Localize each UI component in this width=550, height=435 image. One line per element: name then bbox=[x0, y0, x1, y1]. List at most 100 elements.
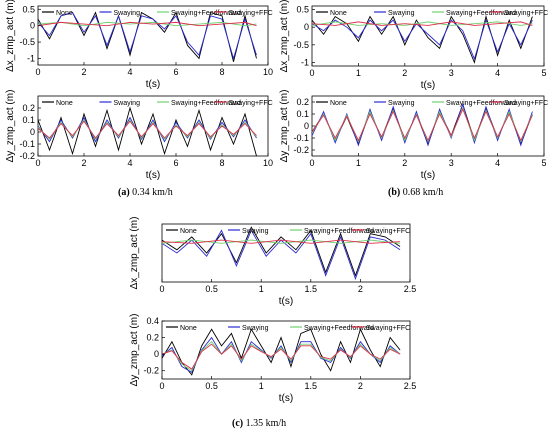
x-tick-label: 10 bbox=[263, 158, 273, 168]
x-axis-label: t(s) bbox=[146, 170, 160, 181]
x-tick-label: 2 bbox=[358, 381, 363, 391]
x-tick-label: 1 bbox=[259, 284, 264, 294]
y-tick-label: 0.1 bbox=[296, 109, 309, 119]
y-tick-label: 0.1 bbox=[22, 115, 35, 125]
y-axis-label: Δy_zmp_act (m) bbox=[129, 314, 140, 387]
chart-c-top: 0 0.5 1 1.5 2 2.5 t(s) Δx_zmp_act (m) None Swayin… bbox=[129, 217, 416, 307]
legend-label: Swaying bbox=[242, 228, 269, 235]
y-tick-label: 0 bbox=[30, 127, 35, 137]
caption-c: (c) 1.35 km/h bbox=[232, 418, 286, 429]
y-tick-label: 0.5 bbox=[22, 4, 35, 14]
caption-c-text: 1.35 km/h bbox=[243, 418, 287, 429]
legend: None Swaying Swaying+FeedforwardSwaying+FF… bbox=[316, 10, 548, 17]
series-group bbox=[38, 11, 257, 62]
x-tick-label: 2 bbox=[81, 158, 86, 168]
x-tick-label: 0.5 bbox=[205, 381, 218, 391]
legend-label: None bbox=[330, 10, 347, 17]
series-line-none bbox=[162, 226, 401, 277]
y-axis-label: Δx_zmp_act (m) bbox=[5, 0, 16, 72]
caption-a-text: 0.34 km/h bbox=[129, 187, 173, 198]
series-line-swaying-ffc bbox=[312, 21, 533, 26]
series-line-swaying-ffc bbox=[162, 343, 401, 370]
legend-label: Swaying+FFC bbox=[504, 10, 548, 17]
legend-label: Swaying+Feedforward bbox=[446, 10, 516, 17]
series-group bbox=[38, 106, 257, 156]
series-line-swaying bbox=[162, 336, 401, 374]
y-tick-label: 0.2 bbox=[146, 333, 159, 343]
legend-label: Swaying bbox=[114, 100, 141, 107]
y-tick-label: -0.2 bbox=[293, 145, 309, 155]
series-line-none bbox=[162, 328, 401, 376]
x-tick-label: 0 bbox=[159, 381, 164, 391]
x-tick-label: 2 bbox=[81, 67, 86, 77]
y-tick-label: 0.5 bbox=[296, 5, 309, 15]
legend: None Swaying Swaying+FeedforwardSwaying+FF… bbox=[42, 100, 273, 107]
series-group bbox=[162, 328, 401, 376]
x-tick-label: 6 bbox=[173, 158, 178, 168]
x-tick-label: 1 bbox=[356, 158, 361, 168]
x-axis-label: t(s) bbox=[421, 170, 435, 181]
x-tick-label: 4 bbox=[495, 158, 500, 168]
legend-label: Swaying bbox=[388, 100, 415, 107]
y-tick-label: 0.4 bbox=[146, 316, 159, 326]
caption-a-tag: (a) bbox=[118, 187, 130, 198]
x-tick-label: 5 bbox=[541, 68, 546, 78]
legend: None Swaying Swaying+FeedforwardSwaying+FF… bbox=[316, 100, 548, 107]
y-tick-label: 0 bbox=[304, 121, 309, 131]
x-tick-label: 1.5 bbox=[305, 381, 318, 391]
y-tick-label: -0.2 bbox=[19, 151, 35, 161]
legend-label: Swaying bbox=[114, 10, 141, 17]
legend-label: None bbox=[330, 100, 347, 107]
legend-label: Swaying+FFC bbox=[229, 100, 273, 107]
chart-c-bottom: 0 0.5 1 1.5 2 2.5-0.200.20.4t(s)Δy_zmp_act (m… bbox=[129, 314, 416, 404]
plot-frame bbox=[37, 95, 269, 157]
series-line-swaying bbox=[312, 18, 533, 61]
legend-label: Swaying+Feedforward bbox=[171, 100, 241, 107]
legend-label: Swaying+FFC bbox=[229, 10, 273, 17]
legend-label: Swaying+Feedforward bbox=[304, 325, 374, 332]
y-axis-label: Δy_zmp_act (m) bbox=[5, 90, 16, 163]
legend-label: Swaying+Feedforward bbox=[304, 228, 374, 235]
x-tick-label: 2.5 bbox=[404, 284, 417, 294]
chart-a-top: 0 2 4 6 8 10 -1 -0.5 0 0.5 t(s) Δx_zmp_act (m) None S… bbox=[5, 0, 273, 90]
legend-label: None bbox=[56, 10, 73, 17]
x-axis-label: t(s) bbox=[421, 80, 435, 91]
x-axis-label: t(s) bbox=[279, 296, 293, 307]
series-line-swaying-ffc bbox=[312, 108, 533, 142]
legend: None Swaying Swaying+FeedforwardSwaying+FF… bbox=[166, 228, 410, 235]
legend-label: Swaying+Feedforward bbox=[446, 100, 516, 107]
legend-label: Swaying+FFC bbox=[366, 325, 410, 332]
x-tick-label: 1.5 bbox=[305, 284, 318, 294]
x-tick-label: 8 bbox=[219, 158, 224, 168]
caption-b: (b) 0.68 km/h bbox=[388, 187, 443, 198]
plot-frame bbox=[37, 5, 269, 66]
caption-b-tag: (b) bbox=[388, 187, 401, 198]
x-tick-label: 0 bbox=[35, 67, 40, 77]
x-tick-label: 4 bbox=[127, 158, 132, 168]
x-tick-label: 2 bbox=[402, 158, 407, 168]
x-tick-label: 0 bbox=[309, 158, 314, 168]
legend-label: Swaying bbox=[388, 10, 415, 17]
y-tick-label: 0.2 bbox=[22, 103, 35, 113]
series-line-swaying-feedforward bbox=[162, 341, 401, 372]
y-tick-label: -1 bbox=[27, 53, 35, 63]
y-tick-label: -1 bbox=[301, 57, 309, 67]
x-tick-label: 0 bbox=[309, 68, 314, 78]
y-tick-label: 0 bbox=[154, 349, 159, 359]
legend: None Swaying Swaying+FeedforwardSwaying+FF… bbox=[166, 325, 410, 332]
legend-label: Swaying+Feedforward bbox=[171, 10, 241, 17]
y-axis-label: Δx_zmp_act (m) bbox=[279, 0, 290, 72]
x-tick-label: 3 bbox=[449, 158, 454, 168]
x-axis-label: t(s) bbox=[279, 393, 293, 404]
series-group bbox=[312, 14, 533, 64]
y-tick-label: -0.5 bbox=[293, 40, 309, 50]
chart-a-bottom: 0 2 4 6 8 10-0.2-0.100.10.2t(s)Δy_zmp_act (m)… bbox=[5, 90, 273, 181]
x-tick-label: 0.5 bbox=[205, 284, 218, 294]
series-line-swaying-ffc bbox=[162, 239, 401, 244]
series-line-swaying-ffc bbox=[38, 21, 257, 27]
legend-label: Swaying+FFC bbox=[366, 228, 410, 235]
x-tick-label: 4 bbox=[495, 68, 500, 78]
x-tick-label: 2.5 bbox=[404, 381, 417, 391]
legend-label: None bbox=[56, 100, 73, 107]
